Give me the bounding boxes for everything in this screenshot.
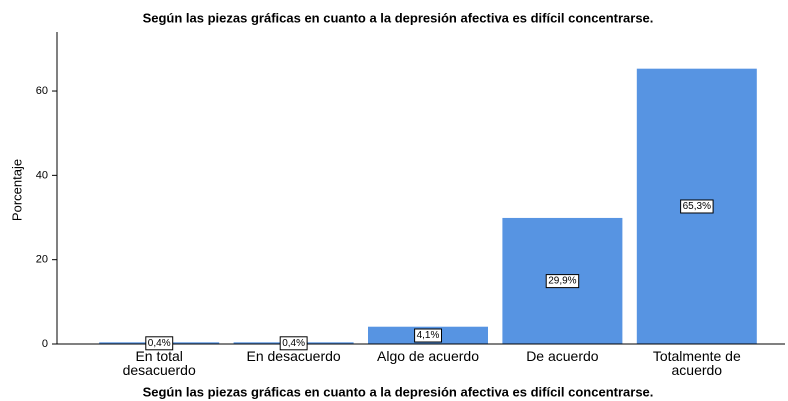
x-tick-label: En total desacuerdo xyxy=(122,348,196,378)
y-tick-label: 0 xyxy=(42,338,48,350)
value-label: 0,4% xyxy=(148,338,171,349)
x-tick-label: En desacuerdo xyxy=(246,348,341,364)
x-tick-label: Algo de acuerdo xyxy=(377,348,479,364)
x-axis-label: Según las piezas gráficas en cuanto a la… xyxy=(143,384,654,399)
value-label-box xyxy=(414,328,443,343)
chart-title: Según las piezas gráficas en cuanto a la… xyxy=(143,10,654,25)
value-label-box xyxy=(145,336,174,351)
value-label: 4,1% xyxy=(417,330,440,341)
x-tick-label: Totalmente de acuerdo xyxy=(652,348,741,378)
y-axis-label: Porcentaje xyxy=(9,159,24,221)
value-label-box xyxy=(279,336,308,351)
value-label: 65,3% xyxy=(683,201,711,212)
value-label-box xyxy=(545,274,580,289)
y-tick-label: 20 xyxy=(36,254,48,266)
value-label: 29,9% xyxy=(548,276,576,287)
x-tick-label: De acuerdo xyxy=(526,348,599,364)
y-tick-label: 60 xyxy=(36,85,48,97)
value-label: 0,4% xyxy=(282,338,305,349)
value-label-box xyxy=(680,199,714,214)
y-tick-label: 40 xyxy=(36,169,48,181)
